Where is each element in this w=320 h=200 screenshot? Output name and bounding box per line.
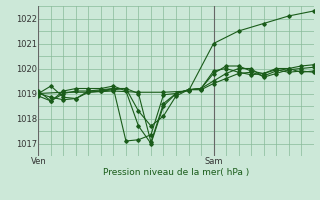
X-axis label: Pression niveau de la mer( hPa ): Pression niveau de la mer( hPa ) [103,168,249,177]
